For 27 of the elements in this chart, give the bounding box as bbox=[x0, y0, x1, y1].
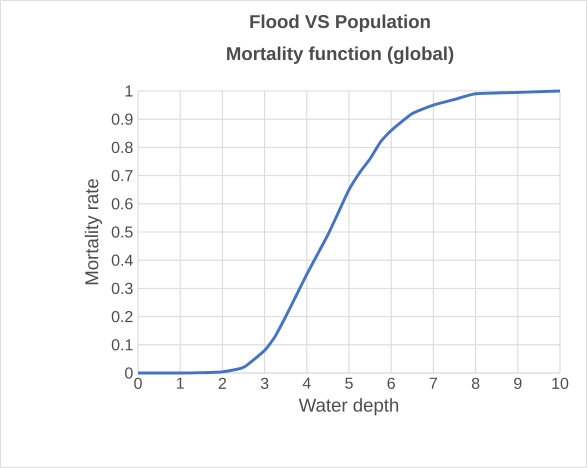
x-tick-label: 10 bbox=[552, 378, 568, 389]
x-tick-label: 5 bbox=[345, 378, 353, 389]
y-tick-label: 0.4 bbox=[112, 254, 133, 266]
chart-subtitle: Mortality function (global) bbox=[227, 46, 454, 64]
x-tick-label: 8 bbox=[472, 378, 480, 389]
x-tick-label: 4 bbox=[302, 378, 311, 389]
y-tick-label: 0.5 bbox=[112, 226, 133, 238]
x-tick-label: 0 bbox=[134, 378, 142, 389]
y-tick-label: 1 bbox=[126, 86, 133, 96]
y-tick-label: 0.7 bbox=[112, 170, 133, 182]
line-series bbox=[136, 90, 562, 374]
x-axis-title: Water depth bbox=[298, 398, 398, 416]
y-tick-label: 0 bbox=[125, 367, 133, 379]
chart-title: Flood VS Population bbox=[250, 14, 430, 32]
y-tick-label: 0.2 bbox=[112, 310, 133, 322]
x-tick-label: 3 bbox=[260, 378, 268, 389]
y-axis-title: Mortality rate bbox=[84, 179, 102, 284]
x-tick-label: 7 bbox=[430, 378, 438, 389]
y-tick-label: 0.8 bbox=[112, 142, 133, 154]
y-tick-label: 0.6 bbox=[112, 198, 133, 210]
x-tick-label: 6 bbox=[388, 378, 395, 389]
x-tick-label: 9 bbox=[514, 378, 522, 389]
y-tick-label: 0.1 bbox=[112, 339, 133, 350]
y-tick-label: 0.3 bbox=[112, 282, 133, 294]
y-tick-label: 0.9 bbox=[112, 114, 133, 125]
x-tick-label: 2 bbox=[218, 378, 226, 389]
x-tick-label: 1 bbox=[176, 378, 184, 389]
